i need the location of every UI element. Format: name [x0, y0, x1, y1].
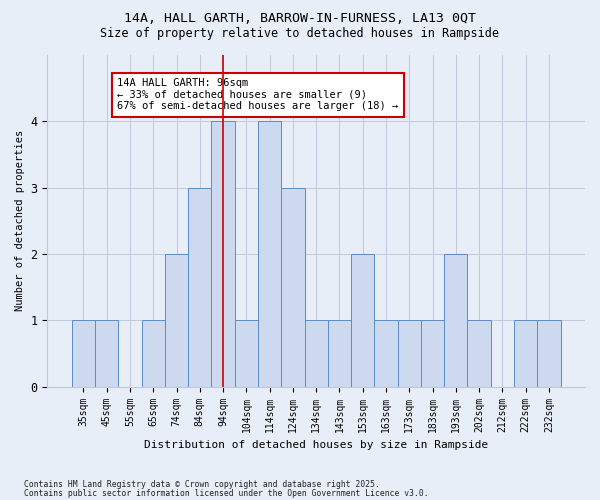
Y-axis label: Number of detached properties: Number of detached properties — [15, 130, 25, 312]
Text: Contains public sector information licensed under the Open Government Licence v3: Contains public sector information licen… — [24, 490, 428, 498]
Bar — [328, 320, 351, 386]
Bar — [467, 320, 491, 386]
Bar — [142, 320, 165, 386]
Bar — [351, 254, 374, 386]
Bar — [514, 320, 537, 386]
Bar — [95, 320, 118, 386]
Text: 14A HALL GARTH: 96sqm
← 33% of detached houses are smaller (9)
67% of semi-detac: 14A HALL GARTH: 96sqm ← 33% of detached … — [117, 78, 398, 112]
Bar — [374, 320, 398, 386]
Bar — [258, 122, 281, 386]
Bar — [537, 320, 560, 386]
Bar — [188, 188, 211, 386]
Bar — [72, 320, 95, 386]
Text: Contains HM Land Registry data © Crown copyright and database right 2025.: Contains HM Land Registry data © Crown c… — [24, 480, 380, 489]
Bar — [235, 320, 258, 386]
Text: Size of property relative to detached houses in Rampside: Size of property relative to detached ho… — [101, 28, 499, 40]
X-axis label: Distribution of detached houses by size in Rampside: Distribution of detached houses by size … — [144, 440, 488, 450]
Bar — [444, 254, 467, 386]
Bar — [281, 188, 305, 386]
Text: 14A, HALL GARTH, BARROW-IN-FURNESS, LA13 0QT: 14A, HALL GARTH, BARROW-IN-FURNESS, LA13… — [124, 12, 476, 26]
Bar — [305, 320, 328, 386]
Bar — [211, 122, 235, 386]
Bar — [165, 254, 188, 386]
Bar — [421, 320, 444, 386]
Bar — [398, 320, 421, 386]
